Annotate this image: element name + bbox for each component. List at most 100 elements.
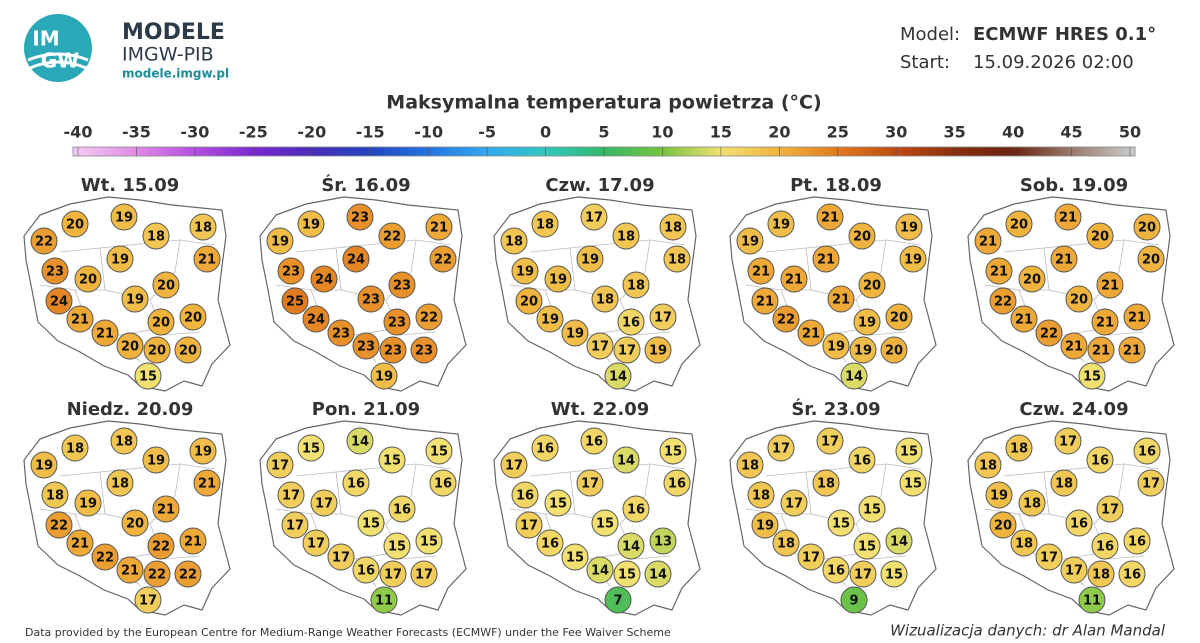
temperature-marker xyxy=(849,560,877,588)
temperature-label: 17 xyxy=(315,497,333,512)
temperature-marker xyxy=(1096,271,1124,299)
region-borders xyxy=(983,463,1160,587)
temperature-marker xyxy=(827,509,855,537)
colorbar-tick-label: -35 xyxy=(122,123,151,142)
temperature-label: 15 xyxy=(566,551,584,566)
temperature-label: 18 xyxy=(664,221,682,236)
temperature-marker xyxy=(617,308,645,336)
temperature-label: 18 xyxy=(596,293,614,308)
temperature-label: 15 xyxy=(302,442,320,457)
map-date: Sob. 19.09 xyxy=(1020,175,1128,196)
brand: MODELE xyxy=(122,20,225,45)
temperature-label: 11 xyxy=(375,594,393,609)
temperature-marker xyxy=(561,319,589,347)
map-date: Pon. 21.09 xyxy=(312,399,420,420)
temperature-marker xyxy=(500,227,528,255)
temperature-marker xyxy=(429,245,457,273)
temperature-label: 16 xyxy=(827,564,845,579)
temperature-label: 20 xyxy=(148,344,166,359)
temperature-marker xyxy=(649,527,677,555)
temperature-marker xyxy=(1018,489,1046,517)
temperature-label: 15 xyxy=(388,540,406,555)
temperature-label: 20 xyxy=(126,517,144,532)
temperature-marker xyxy=(622,495,650,523)
temperature-label: 22 xyxy=(35,235,53,250)
temperature-label: 16 xyxy=(1123,568,1141,583)
temperature-label: 7 xyxy=(613,594,622,609)
colorbar-tick-label: -25 xyxy=(239,123,268,142)
temperature-marker xyxy=(1086,446,1114,474)
temperature-label: 17 xyxy=(772,442,790,457)
temperature-label: 22 xyxy=(96,551,114,566)
temperature-marker xyxy=(751,287,779,315)
temperature-marker xyxy=(1005,434,1033,462)
temperature-marker xyxy=(1118,560,1146,588)
temperature-marker xyxy=(281,511,309,539)
temperature-label: 15 xyxy=(664,445,682,460)
temperature-marker xyxy=(885,303,913,331)
url: modele.imgw.pl xyxy=(122,67,229,81)
colorbar-tick-label: 0 xyxy=(540,123,551,142)
temperature-marker xyxy=(780,489,808,517)
temperature-label: 22 xyxy=(994,295,1012,310)
temperature-marker xyxy=(586,332,614,360)
colorbar-tick-label: 50 xyxy=(1119,123,1141,142)
logo-text: GW xyxy=(41,49,79,73)
temperature-label: 14 xyxy=(609,370,627,385)
temperature-label: 18 xyxy=(194,221,212,236)
temperature-marker xyxy=(1133,437,1161,465)
temperature-marker xyxy=(561,543,589,571)
temperature-label: 15 xyxy=(362,517,380,532)
temperature-marker xyxy=(357,285,385,313)
temperature-label: 17 xyxy=(384,568,402,583)
temperature-label: 21 xyxy=(121,564,139,579)
temperature-label: 14 xyxy=(591,564,609,579)
temperature-label: 21 xyxy=(802,327,820,342)
temperature-label: 17 xyxy=(821,435,839,450)
temperature-marker xyxy=(767,210,795,238)
temperature-label: 15 xyxy=(596,517,614,532)
start-label: Start: xyxy=(900,52,950,73)
map-date: Czw. 17.09 xyxy=(545,175,654,196)
colorbar-tick-label: 35 xyxy=(944,123,966,142)
temperature-label: 20 xyxy=(1091,230,1109,245)
temperature-label: 20 xyxy=(66,218,84,233)
map: Pt. 18.09 19 21 19 19 20 19 21 21 21 20 21 21 20 22 19 2… xyxy=(729,175,937,392)
temperature-marker xyxy=(1087,560,1115,588)
temperature-label: 14 xyxy=(890,535,908,550)
temperature-label: 16 xyxy=(516,489,534,504)
temperature-label: 19 xyxy=(854,344,872,359)
temperature-label: 15 xyxy=(858,540,876,555)
colorbar-tick-label: -40 xyxy=(64,123,93,142)
temperature-marker xyxy=(346,427,374,455)
temperature-label: 19 xyxy=(111,253,129,268)
temperature-marker xyxy=(425,437,453,465)
temperature-marker xyxy=(580,427,608,455)
temperature-label: 19 xyxy=(516,265,534,280)
temperature-label: 22 xyxy=(420,311,438,326)
temperature-marker xyxy=(121,509,149,537)
temperature-marker xyxy=(816,203,844,231)
temperature-marker xyxy=(110,203,138,231)
temperature-label: 21 xyxy=(817,253,835,268)
temperature-marker xyxy=(659,213,687,241)
temperature-marker xyxy=(816,427,844,455)
temperature-label: 16 xyxy=(1070,517,1088,532)
temperature-label: 23 xyxy=(384,344,402,359)
temperature-marker xyxy=(591,509,619,537)
region-borders xyxy=(983,239,1160,363)
temperature-marker xyxy=(310,489,338,517)
temperature-marker xyxy=(858,495,886,523)
temperature-label: 20 xyxy=(890,311,908,326)
temperature-label: 17 xyxy=(332,551,350,566)
temperature-marker xyxy=(342,245,370,273)
temperature-marker xyxy=(644,336,672,364)
temperature-label: 23 xyxy=(415,344,433,359)
temperature-marker xyxy=(736,227,764,255)
logo-wave xyxy=(27,52,89,70)
temperature-label: 18 xyxy=(115,435,133,450)
colorbar-tick-label: 20 xyxy=(768,123,790,142)
temperature-label: 19 xyxy=(271,235,289,250)
